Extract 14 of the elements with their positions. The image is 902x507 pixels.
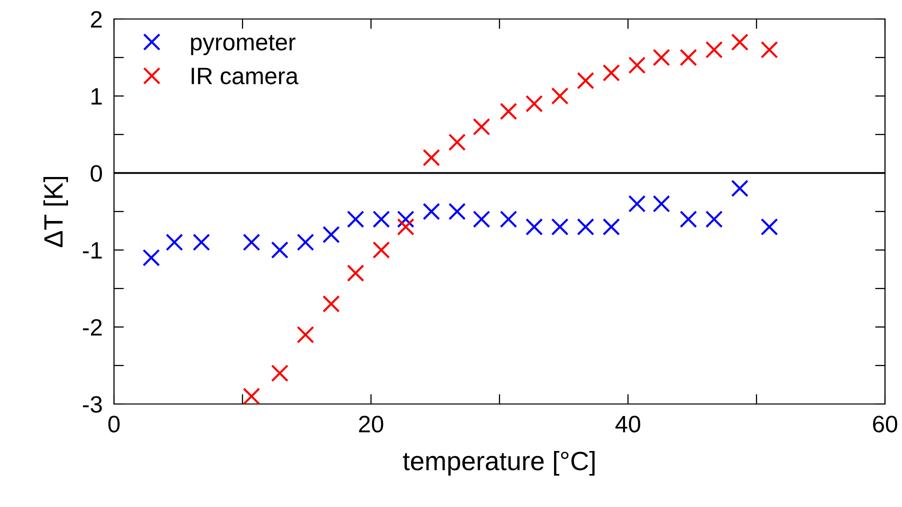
legend-label: pyrometer <box>191 35 296 56</box>
x-tick-label: 20 <box>359 416 384 432</box>
legend-label: IR camera <box>192 68 298 84</box>
x-tick-label: 40 <box>615 416 640 432</box>
y-tick-label: -3 <box>82 396 102 413</box>
x-tick-label: 60 <box>873 416 898 432</box>
y-tick-label: 2 <box>90 11 102 28</box>
x-tick-label: 0 <box>108 416 120 432</box>
y-tick-label: 0 <box>90 165 102 182</box>
y-tick-label: -2 <box>82 319 102 336</box>
y-axis-title: ΔT [K] <box>43 176 68 248</box>
y-tick-label: -1 <box>82 242 102 259</box>
y-tick-label: 1 <box>92 88 102 105</box>
x-axis-title: temperature [°C] <box>402 451 595 476</box>
